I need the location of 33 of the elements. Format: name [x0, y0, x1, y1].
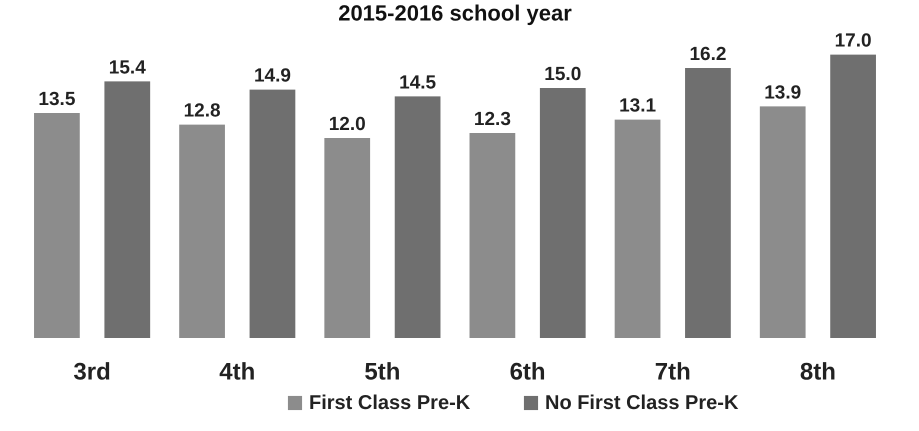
bar — [685, 68, 731, 338]
chart-title: 2015-2016 school year — [338, 0, 572, 26]
data-label: 13.5 — [38, 89, 76, 110]
data-label: 14.9 — [254, 66, 291, 87]
x-tick-label: 8th — [800, 358, 836, 386]
bar — [324, 138, 370, 338]
x-tick-label: 6th — [510, 358, 546, 386]
data-label: 14.5 — [399, 72, 437, 94]
x-tick-label: 7th — [654, 358, 691, 386]
bar — [614, 120, 660, 338]
data-label: 12.0 — [328, 114, 366, 135]
data-label: 17.0 — [834, 30, 872, 52]
data-label: 16.2 — [689, 44, 726, 65]
data-label: 13.9 — [764, 82, 802, 104]
x-tick-label: 5th — [364, 358, 400, 386]
x-tick-label: 4th — [219, 358, 256, 386]
bar — [394, 96, 440, 338]
data-label: 12.8 — [184, 100, 221, 122]
data-label: 12.3 — [474, 109, 511, 130]
legend-label: No First Class Pre-K — [545, 392, 739, 414]
bar — [830, 54, 876, 338]
data-label: 15.0 — [544, 64, 582, 85]
bar — [540, 88, 586, 338]
bar — [179, 124, 225, 338]
bar — [760, 106, 806, 338]
bar — [104, 81, 150, 338]
bar — [470, 133, 516, 338]
bar — [34, 113, 80, 338]
data-label: 13.1 — [619, 96, 656, 117]
x-tick-label: 3rd — [73, 358, 111, 386]
bar — [250, 90, 296, 338]
legend-label: First Class Pre-K — [309, 392, 471, 414]
data-label: 15.4 — [108, 57, 146, 78]
